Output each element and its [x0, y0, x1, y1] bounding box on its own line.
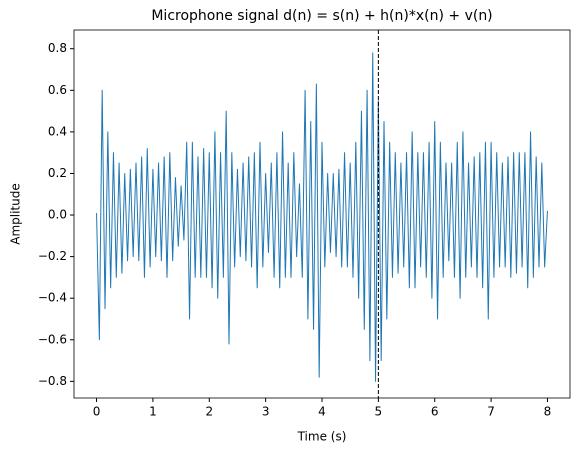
x-tick-label: 8 [544, 405, 552, 419]
y-tick-label: 0.0 [48, 208, 67, 222]
x-tick-label: 5 [375, 405, 383, 419]
y-tick-label: 0.6 [48, 83, 67, 97]
y-tick-label: −0.6 [38, 332, 67, 346]
y-tick-label: 0.4 [48, 124, 67, 138]
y-tick-label: −0.2 [38, 249, 67, 263]
x-tick-label: 7 [487, 405, 495, 419]
x-tick-label: 6 [431, 405, 439, 419]
y-tick-label: 0.2 [48, 166, 67, 180]
y-tick-label: −0.4 [38, 291, 67, 305]
signal-line [96, 52, 548, 382]
x-tick-label: 0 [93, 405, 101, 419]
y-axis-label: Amplitude [9, 183, 23, 245]
y-tick-label: −0.8 [38, 374, 67, 388]
chart-title: Microphone signal d(n) = s(n) + h(n)*x(n… [151, 8, 492, 24]
y-tick-label: 0.8 [48, 41, 67, 55]
x-tick-label: 2 [205, 405, 213, 419]
x-tick-label: 3 [262, 405, 270, 419]
x-tick-label: 1 [149, 405, 157, 419]
x-axis-label: Time (s) [297, 430, 347, 444]
x-tick-label: 4 [318, 405, 326, 419]
